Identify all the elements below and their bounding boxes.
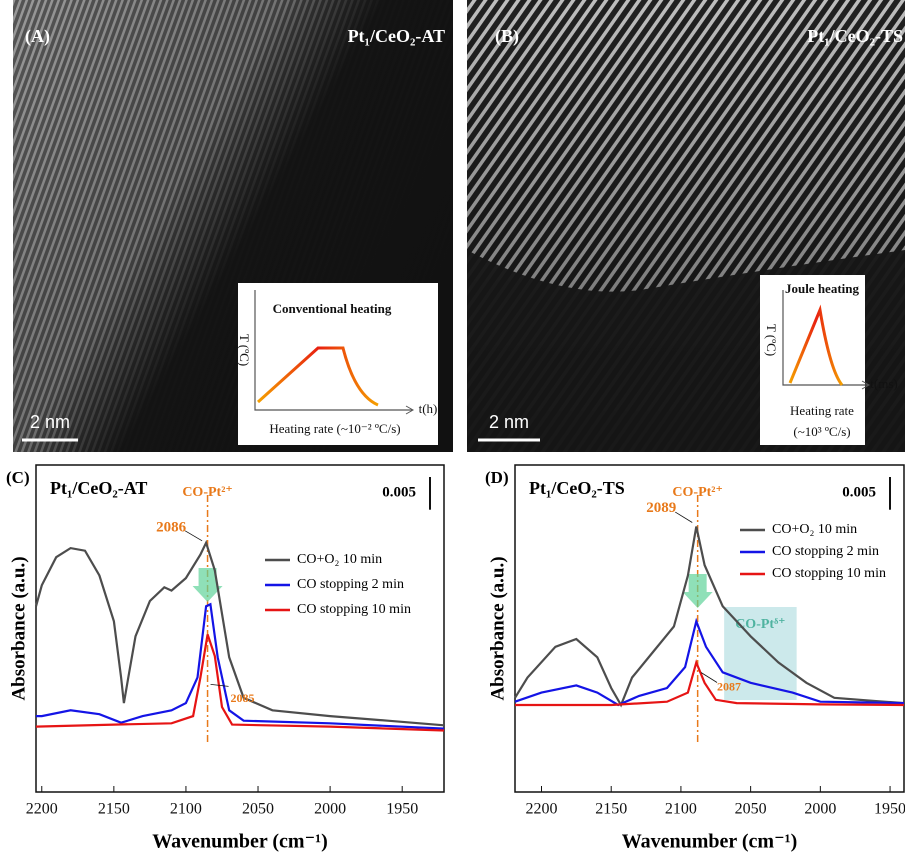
spectrum-line [515,659,905,707]
peak-annotation: 2087 [717,679,741,693]
x-tick-label: 2100 [665,801,697,818]
spectrum-line [34,539,445,727]
panel-title: Pt₁/CeO₂-TS [807,26,903,46]
chart-title: Pt₁/CeO₂-TS [529,478,625,498]
x-tick-label: 2150 [595,801,627,818]
inset-title: Conventional heating [273,301,392,316]
y-axis-label: Absorbance (a.u.) [487,556,508,700]
legend-label: CO stopping 10 min [297,602,411,617]
tem-image-a [13,0,453,452]
x-axis-label: Wavenumber (cm⁻¹) [152,831,328,853]
legend-label: CO+O₂ 10 min [772,522,857,537]
inset-caption: Heating rate [790,403,854,418]
x-tick-label: 2200 [525,801,557,818]
plot-frame [514,464,905,793]
shift-arrow [682,574,713,608]
legend-label: CO stopping 10 min [772,566,886,581]
peak-annotation: 2089 [646,500,676,516]
panel-label: (D) [485,468,509,487]
spectrum-line [514,526,905,708]
scale-bar-label: 2 nm [30,412,70,432]
y-axis-label: Absorbance (a.u.) [8,556,29,700]
panel-label: (B) [495,26,519,47]
peak-label: CO-Pt²⁺ [672,485,722,500]
panel-label: (A) [25,26,50,47]
scale-bar-label: 2 nm [489,412,529,432]
region-label: CO-Ptᵟ⁺ [735,617,785,632]
inset-b [760,275,871,445]
inset-a [238,283,438,445]
chart-title: Pt₁/CeO₂-AT [50,478,147,498]
x-tick-label: 2100 [170,801,202,818]
spectrum-line [35,634,445,732]
annotation-pointer [700,672,718,683]
annotation-pointer [184,530,203,542]
x-tick-label: 1950 [874,801,905,818]
tem-image-b [467,0,905,452]
x-tick-label: 2000 [314,801,346,818]
annotation-pointer [210,683,229,687]
x-tick-label: 2150 [98,801,130,818]
inset-x-label: t(h) [419,401,438,416]
peak-annotation: 2085 [231,691,255,705]
x-tick-label: 2050 [242,801,274,818]
inset-y-label: T (ºC) [237,334,252,366]
scale-bar-label: 0.005 [842,484,876,500]
spectrum-line [36,602,445,730]
inset-y-label: T (ºC) [764,324,779,356]
legend-label: CO stopping 2 min [297,577,404,592]
x-axis-label: Wavenumber (cm⁻¹) [622,831,798,853]
inset-title: Joule heating [785,281,860,296]
inset-caption: (~10³ ºC/s) [793,424,850,439]
panel-title: Pt₁/CeO₂-AT [348,26,445,46]
peak-label: CO-Pt²⁺ [182,485,232,500]
x-tick-label: 2200 [26,801,58,818]
x-tick-label: 2050 [735,801,767,818]
inset-x-label: t(ms) [870,376,897,391]
annotation-pointer [675,511,693,523]
legend-label: CO+O₂ 10 min [297,552,382,567]
panel-label: (C) [6,468,30,487]
scale-bar-label: 0.005 [382,484,416,500]
inset-caption: Heating rate (~10⁻² ºC/s) [269,421,400,436]
spectrum-line [514,617,905,707]
x-tick-label: 1950 [386,801,418,818]
x-tick-label: 2000 [804,801,836,818]
peak-annotation: 2086 [156,519,187,535]
plot-frame [35,464,445,793]
legend-label: CO stopping 2 min [772,544,879,559]
